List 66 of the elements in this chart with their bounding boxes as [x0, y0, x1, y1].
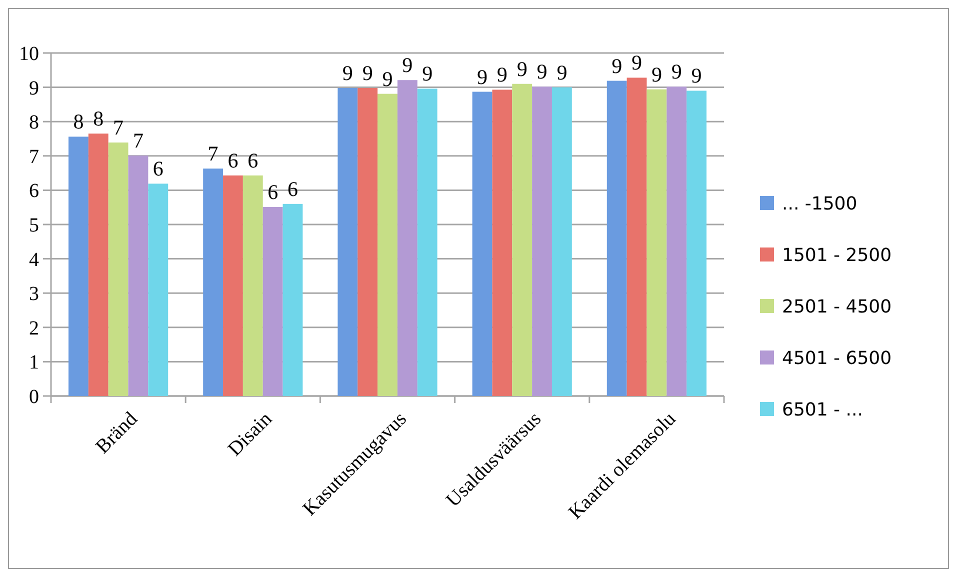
bar	[606, 80, 627, 396]
y-tick-label: 10	[19, 43, 39, 65]
bar	[128, 156, 148, 396]
y-tick-label: 8	[29, 112, 39, 134]
bar	[108, 142, 128, 396]
data-label: 9	[422, 62, 433, 86]
bar	[646, 89, 667, 396]
data-label: 7	[113, 116, 124, 140]
y-tick-label: 7	[29, 146, 39, 168]
data-label: 9	[536, 60, 548, 84]
bar	[552, 87, 572, 396]
data-label: 9	[477, 64, 488, 89]
bar	[666, 86, 687, 396]
legend-label: 6501 - ...	[782, 399, 863, 420]
bar	[242, 175, 263, 396]
data-label: 8	[93, 106, 104, 131]
bar	[472, 92, 492, 396]
data-label: 7	[208, 142, 218, 166]
data-label: 6	[268, 180, 278, 204]
legend-label: 1501 - 2500	[782, 244, 892, 266]
bar	[88, 134, 108, 396]
data-label: 6	[287, 176, 298, 201]
y-tick-label: 2	[29, 317, 39, 340]
data-label: 9	[516, 56, 528, 81]
data-label: 9	[612, 54, 622, 78]
bar	[417, 88, 438, 396]
legend-label: 4501 - 6500	[782, 348, 892, 369]
bar	[148, 184, 168, 396]
data-label: 6	[228, 148, 238, 172]
bar	[282, 204, 303, 396]
bar	[262, 207, 283, 396]
bar	[378, 94, 398, 396]
data-label: 9	[632, 50, 642, 75]
y-tick-label: 0	[29, 386, 39, 408]
data-label: 9	[671, 60, 682, 84]
data-label: 9	[556, 60, 568, 84]
bar	[397, 80, 418, 396]
legend-label: ... -1500	[782, 193, 858, 214]
data-label: 9	[342, 60, 353, 85]
y-tick-label: 9	[29, 77, 39, 100]
bar	[338, 88, 358, 396]
data-label: 9	[691, 64, 702, 88]
bar	[532, 86, 552, 396]
bar	[626, 78, 647, 396]
bar	[686, 90, 706, 396]
bar	[68, 136, 88, 396]
bar	[512, 84, 532, 396]
data-label: 9	[651, 62, 662, 86]
data-label: 6	[248, 148, 258, 172]
legend-label: 2501 - 4500	[782, 296, 892, 318]
y-tick-label: 5	[29, 214, 39, 236]
bar	[358, 88, 378, 396]
y-tick-label: 6	[29, 180, 39, 202]
bar	[203, 168, 224, 396]
data-label: 9	[382, 66, 393, 91]
data-label: 8	[73, 110, 84, 134]
data-label: 9	[496, 62, 508, 87]
bar	[492, 90, 512, 396]
data-label: 9	[362, 60, 373, 85]
y-tick-label: 4	[29, 248, 39, 271]
data-label: 7	[132, 128, 144, 153]
y-tick-label: 1	[29, 352, 39, 374]
y-tick-label: 3	[29, 283, 39, 306]
data-label: 9	[402, 53, 413, 78]
data-label: 6	[152, 156, 164, 181]
bar	[223, 175, 243, 396]
